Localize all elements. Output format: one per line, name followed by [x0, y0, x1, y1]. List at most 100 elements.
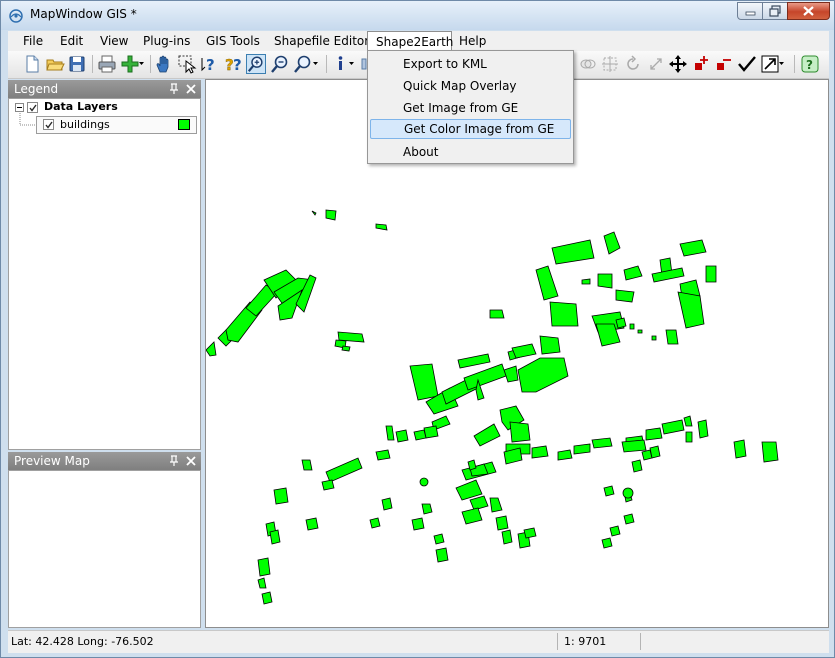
building-feature[interactable]: [685, 431, 693, 443]
building-feature[interactable]: [629, 323, 635, 330]
snap-icon[interactable]: [760, 54, 780, 74]
building-feature[interactable]: [463, 363, 507, 391]
pan-hand-icon[interactable]: [154, 54, 174, 74]
building-feature[interactable]: [649, 445, 661, 459]
building-feature[interactable]: [665, 329, 679, 345]
maximize-button[interactable]: [762, 2, 788, 20]
building-feature[interactable]: [677, 291, 705, 329]
building-feature[interactable]: [325, 209, 337, 221]
building-feature[interactable]: [661, 419, 685, 435]
chevron-down-icon[interactable]: [779, 61, 785, 67]
move-icon[interactable]: [668, 54, 688, 74]
identify-icon[interactable]: ?: [200, 54, 220, 74]
building-feature[interactable]: [341, 345, 351, 352]
building-feature[interactable]: [257, 577, 267, 589]
building-feature[interactable]: [433, 533, 445, 545]
building-feature[interactable]: [257, 557, 271, 577]
building-feature[interactable]: [503, 447, 523, 465]
building-feature[interactable]: [517, 357, 569, 393]
building-feature[interactable]: [457, 353, 491, 369]
minimize-button[interactable]: [737, 2, 763, 20]
info-icon[interactable]: [331, 54, 351, 74]
building-feature[interactable]: [615, 289, 635, 303]
building-feature[interactable]: [295, 274, 317, 313]
building-feature[interactable]: [615, 317, 627, 329]
building-feature[interactable]: [609, 525, 621, 537]
menu-edit[interactable]: Edit: [60, 34, 84, 48]
building-feature[interactable]: [509, 421, 531, 443]
menu-help[interactable]: Help: [459, 34, 487, 48]
building-feature[interactable]: [409, 363, 439, 401]
close-button[interactable]: [787, 2, 830, 20]
building-feature[interactable]: [623, 513, 635, 525]
zoom-in-button[interactable]: [246, 54, 266, 74]
building-feature[interactable]: [461, 507, 483, 525]
menu-export-to-kml[interactable]: Export to KML: [403, 57, 487, 71]
building-feature[interactable]: [273, 487, 289, 505]
building-feature[interactable]: [369, 517, 381, 529]
menu-get-image-from-ge[interactable]: Get Image from GE: [403, 101, 519, 115]
select-icon[interactable]: [177, 54, 197, 74]
building-feature[interactable]: [337, 331, 365, 343]
menu-shapefile-editor[interactable]: Shapefile Editor: [274, 34, 370, 48]
building-feature[interactable]: [631, 459, 643, 473]
building-feature[interactable]: [413, 429, 427, 441]
building-feature[interactable]: [385, 425, 395, 441]
menu-file[interactable]: File: [23, 34, 44, 48]
close-icon[interactable]: [185, 455, 197, 467]
zoom-extent-icon[interactable]: [293, 54, 313, 74]
building-feature[interactable]: [419, 477, 429, 487]
menu-quick-map-overlay[interactable]: Quick Map Overlay: [403, 79, 517, 93]
building-feature[interactable]: [375, 223, 388, 231]
building-feature[interactable]: [435, 547, 449, 563]
identify-help-icon[interactable]: ??: [223, 54, 243, 74]
building-feature[interactable]: [305, 517, 319, 531]
building-feature[interactable]: [622, 487, 634, 499]
new-document-icon[interactable]: [22, 54, 42, 74]
map-canvas[interactable]: [205, 79, 829, 628]
remove-vertex-icon[interactable]: [714, 54, 734, 74]
building-feature[interactable]: [557, 449, 573, 461]
shape-select-icon[interactable]: [578, 54, 598, 74]
building-feature[interactable]: [651, 335, 657, 341]
building-feature[interactable]: [411, 517, 425, 531]
building-feature[interactable]: [321, 479, 335, 491]
building-feature[interactable]: [603, 485, 615, 497]
close-icon[interactable]: [185, 83, 197, 95]
add-vertex-icon[interactable]: [692, 54, 712, 74]
building-feature[interactable]: [683, 415, 693, 427]
menu-get-color-image-from-ge[interactable]: Get Color Image from GE: [370, 119, 571, 139]
add-layer-icon[interactable]: [120, 54, 140, 74]
print-icon[interactable]: [97, 54, 117, 74]
building-feature[interactable]: [469, 495, 489, 511]
chevron-down-icon[interactable]: [313, 61, 319, 67]
building-feature[interactable]: [549, 301, 579, 327]
building-feature[interactable]: [421, 503, 433, 515]
menu-view[interactable]: View: [100, 34, 129, 48]
menu-shape2earth[interactable]: Shape2Earth: [367, 31, 453, 51]
building-feature[interactable]: [473, 423, 501, 447]
building-feature[interactable]: [311, 210, 317, 216]
building-feature[interactable]: [595, 323, 621, 347]
building-feature[interactable]: [501, 529, 513, 545]
building-feature[interactable]: [573, 443, 591, 455]
chevron-down-icon[interactable]: [349, 61, 355, 67]
building-feature[interactable]: [325, 457, 363, 483]
buildings-layer[interactable]: [206, 80, 828, 627]
building-feature[interactable]: [645, 427, 663, 441]
save-icon[interactable]: [67, 54, 87, 74]
building-feature[interactable]: [535, 265, 559, 301]
building-feature[interactable]: [705, 265, 717, 283]
building-feature[interactable]: [495, 515, 509, 531]
building-feature[interactable]: [603, 231, 621, 255]
building-feature[interactable]: [623, 265, 643, 281]
building-feature[interactable]: [475, 378, 485, 401]
building-feature[interactable]: [539, 335, 561, 355]
building-feature[interactable]: [395, 429, 409, 443]
rotate-icon[interactable]: [623, 54, 643, 74]
pin-icon[interactable]: [168, 83, 180, 95]
building-feature[interactable]: [261, 591, 273, 605]
building-feature[interactable]: [601, 537, 613, 549]
building-feature[interactable]: [277, 288, 303, 321]
pin-icon[interactable]: [168, 455, 180, 467]
